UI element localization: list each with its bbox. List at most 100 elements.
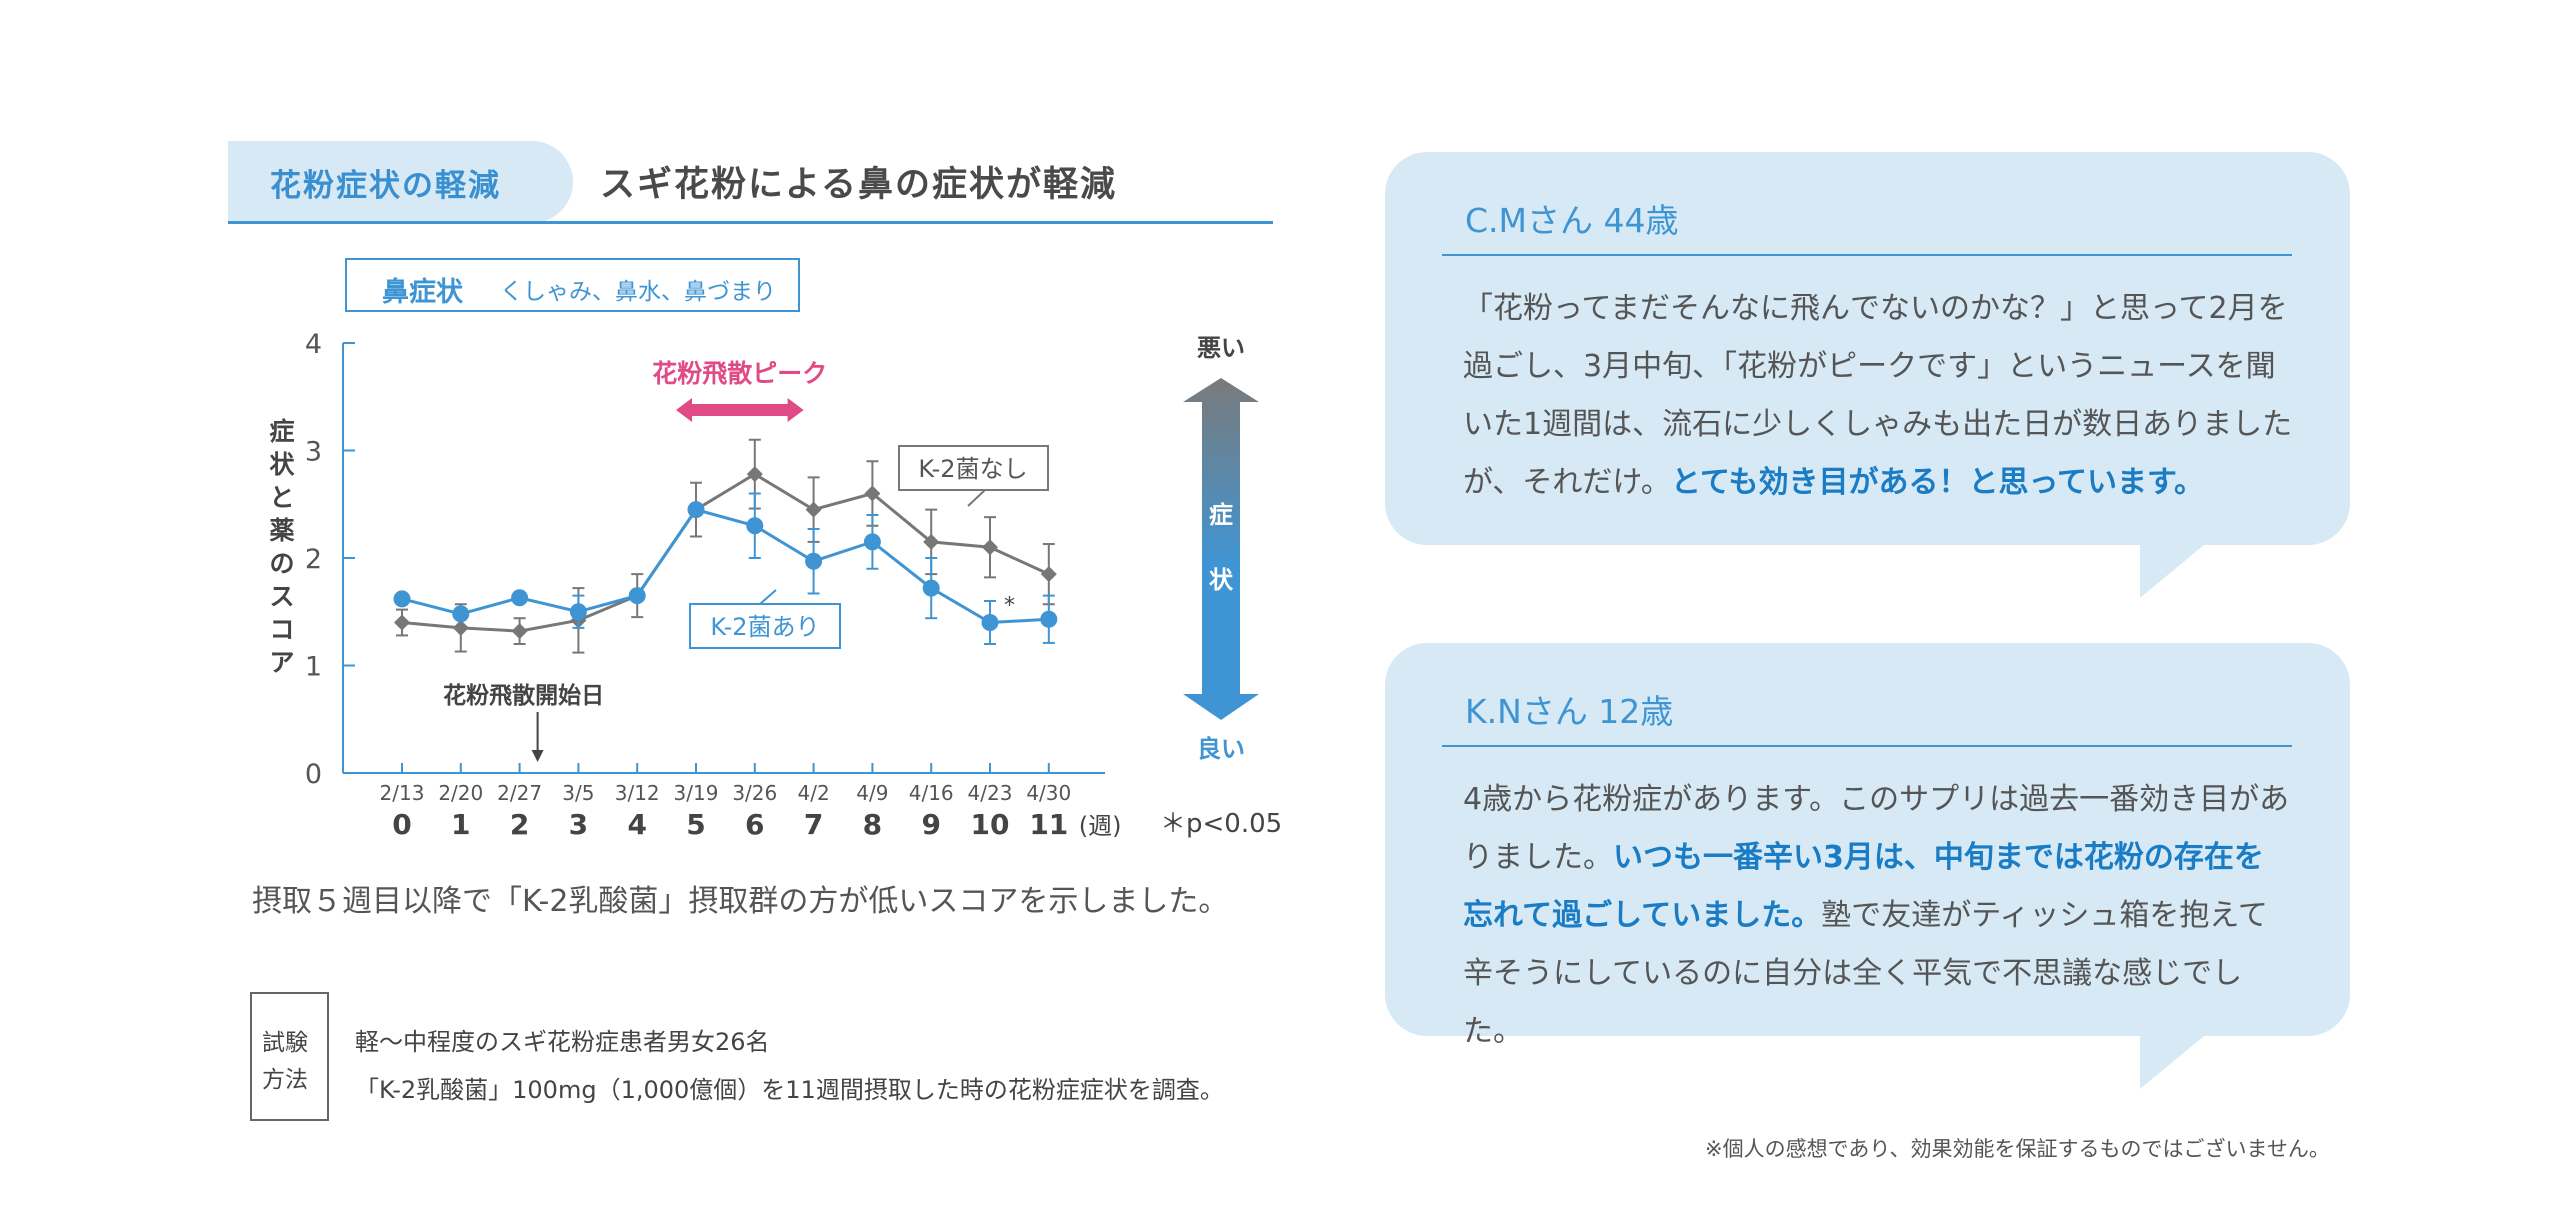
- x-date-label: 4/30: [1026, 781, 1071, 805]
- method-label-line-1: 試験: [262, 1030, 308, 1056]
- x-date-label: 2/20: [438, 781, 483, 805]
- x-week-label: 3: [569, 808, 588, 841]
- testimonial-body-text: 「花粉ってまだそんなに飛んでないのかな？」と思って2月を過ごし、3月中旬、「花粉…: [1463, 291, 2293, 500]
- x-date-label: 3/5: [562, 781, 594, 805]
- pollen-start-label: 花粉飛散開始日: [443, 682, 604, 709]
- scale-good-label: 良い: [1197, 735, 1245, 763]
- symptom-scale-arrow: [1183, 378, 1259, 720]
- x-date-label: 4/16: [909, 781, 954, 805]
- x-date-label: 2/27: [497, 781, 542, 805]
- x-week-label: 5: [686, 808, 705, 841]
- testimonial-name: K.Nさん 12歳: [1465, 692, 1674, 731]
- pollen-peak-label: 花粉飛散ピーク: [652, 359, 827, 388]
- method-text-line-2: 「K-2乳酸菌」100mg（1,000億個）を11週間摂取した時の花粉症症状を調…: [355, 1076, 1224, 1104]
- data-point: [1040, 566, 1057, 583]
- header-tab: [228, 141, 573, 223]
- testimonial-divider: [1442, 745, 2292, 747]
- x-date-label: 4/2: [798, 781, 830, 805]
- x-date-label: 2/13: [380, 781, 425, 805]
- header-divider: [228, 221, 1273, 224]
- x-week-label: 0: [392, 808, 411, 841]
- header-tab-label: 花粉症状の軽減: [270, 168, 501, 204]
- data-point: [746, 517, 764, 535]
- y-axis-label-char: 状: [269, 450, 295, 479]
- x-week-label: 4: [627, 808, 646, 841]
- data-point: [981, 614, 999, 631]
- series-label-box: [898, 445, 1049, 491]
- method-text-line-1: 軽〜中程度のスギ花粉症患者男女26名: [355, 1028, 770, 1056]
- data-point: [982, 539, 998, 556]
- data-point: [687, 501, 705, 519]
- x-week-label: 7: [804, 808, 823, 841]
- significance-note: ＊p<0.05: [1160, 809, 1282, 839]
- series-line: [401, 507, 1049, 625]
- testimonial-body-highlight: とても効き目がある！と思っています。: [1670, 465, 2205, 500]
- x-date-label: 3/19: [674, 781, 719, 805]
- series-label: K-2菌あり: [710, 613, 819, 641]
- data-point: [511, 589, 529, 607]
- y-axis-label-char: ス: [269, 582, 294, 611]
- data-point: [452, 619, 469, 636]
- testimonial-name: C.Mさん 44歳: [1465, 201, 1679, 240]
- x-date-label: 4/9: [856, 781, 888, 805]
- y-tick-label: 2: [305, 544, 322, 575]
- data-point: [923, 533, 940, 550]
- method-label-box: [250, 992, 329, 1121]
- scale-symptom-label: 状: [1209, 566, 1234, 594]
- x-week-label: 8: [863, 808, 882, 841]
- data-point: [628, 587, 646, 605]
- testimonial-body: 4歳から花粉症があります。このサプリは過去一番効き目がありました。いつも一番辛い…: [1463, 771, 2293, 1061]
- scale-symptom-label: 症: [1209, 501, 1233, 529]
- y-tick-label: 0: [305, 759, 322, 790]
- x-date-label: 3/12: [615, 781, 660, 805]
- symptom-legend-title: 鼻症状: [382, 277, 463, 308]
- method-label-line-2: 方法: [262, 1067, 308, 1093]
- testimonial-body-text-after: 塾で友達がティッシュ箱を抱えて辛そうにしているのに自分は全く平気で不思議な感じで…: [1463, 898, 2268, 1049]
- testimonial-body: 「花粉ってまだそんなに飛んでないのかな？」と思って2月を過ごし、3月中旬、「花粉…: [1463, 280, 2293, 512]
- x-date-label: 4/23: [968, 781, 1013, 805]
- testimonial-bubble-2: K.Nさん 12歳 4歳から花粉症があります。このサプリは過去一番効き目がありま…: [1385, 643, 2350, 1049]
- symptom-legend-subtitle: くしゃみ、鼻水、鼻づまり: [500, 279, 776, 305]
- series-label-pointer: [967, 489, 986, 507]
- testimonial-body-text: 4歳から花粉症があります。このサプリは過去一番効き目がありました。: [1463, 782, 2290, 875]
- data-point: [746, 466, 763, 483]
- testimonial-body-highlight: いつも一番辛い3月は、中旬までは花粉の存在を忘れて過ごしていました。: [1463, 840, 2264, 933]
- testimonial-divider: [1442, 254, 2292, 256]
- testimonial-bubble-1: C.Mさん 44歳 「花粉ってまだそんなに飛んでないのかな？」と思って2月を過ご…: [1385, 152, 2350, 545]
- pollen-start-arrow-head: [531, 750, 544, 762]
- y-axis-label-char: 薬: [269, 516, 294, 545]
- data-point: [863, 533, 881, 551]
- y-axis-label-char: と: [269, 483, 294, 512]
- series-label-box: [689, 603, 841, 649]
- x-week-unit: (週): [1079, 812, 1122, 840]
- x-week-label: 9: [921, 808, 940, 841]
- pollen-peak-arrow: [676, 398, 804, 422]
- data-point: [1040, 610, 1058, 628]
- x-week-label: 11: [1029, 808, 1068, 841]
- data-point: [805, 501, 822, 518]
- disclaimer-note: ※個人の感想であり、効果効能を保証するものではございません。: [1705, 1137, 2330, 1161]
- y-tick-label: 1: [305, 652, 322, 683]
- speech-bubble-tail: [2140, 1031, 2210, 1089]
- symptom-legend-box: [345, 258, 800, 312]
- data-point: [569, 603, 587, 621]
- y-tick-label: 3: [305, 437, 322, 468]
- chart-caption: 摂取５週目以降で「K-2乳酸菌」摂取群の方が低いスコアを示しました。: [252, 884, 1229, 919]
- page-title: スギ花粉による鼻の症状が軽減: [600, 165, 1117, 205]
- y-axis-label-char: コ: [269, 615, 294, 644]
- data-point: [394, 614, 410, 631]
- y-tick-label: 4: [305, 329, 322, 360]
- series-label: K-2菌なし: [918, 455, 1027, 483]
- x-week-label: 1: [451, 808, 470, 841]
- data-point: [393, 590, 411, 608]
- x-date-label: 3/26: [732, 781, 777, 805]
- y-axis-label-char: の: [269, 549, 294, 578]
- y-axis-label-char: 症: [269, 417, 294, 446]
- data-point: [511, 623, 528, 640]
- data-point: [864, 485, 881, 502]
- scale-bad-label: 悪い: [1197, 334, 1245, 362]
- significance-marker: *: [1004, 594, 1015, 619]
- speech-bubble-tail: [2140, 540, 2210, 598]
- symptom-score-chart: 01234症状と薬のスコア2/1302/2012/2723/533/1243/1…: [269, 329, 1282, 841]
- data-point: [922, 579, 940, 597]
